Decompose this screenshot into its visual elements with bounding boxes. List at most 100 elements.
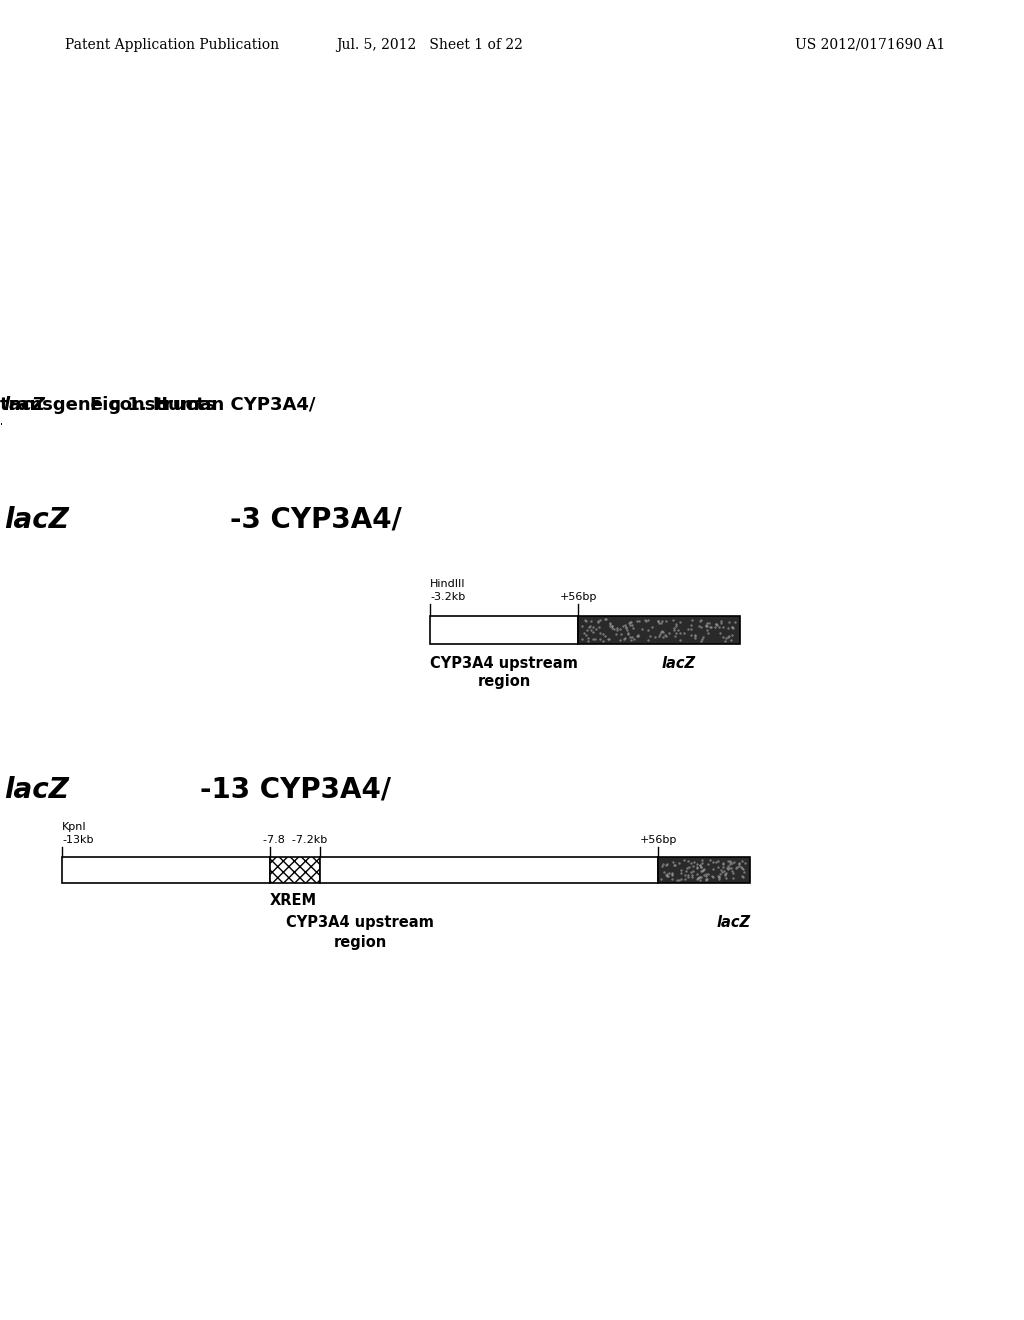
Point	[665, 851, 681, 873]
Point	[722, 850, 738, 871]
Point	[664, 863, 680, 884]
Point	[612, 630, 629, 651]
Point	[634, 618, 650, 639]
Text: HindIII: HindIII	[430, 579, 466, 589]
Point	[656, 861, 673, 882]
Point	[678, 861, 694, 882]
Bar	[62, 857, 270, 883]
Point	[617, 627, 634, 648]
Point	[597, 609, 613, 630]
Point	[580, 631, 596, 652]
Point	[708, 616, 724, 638]
Text: lacZ: lacZ	[662, 656, 696, 671]
Point	[721, 853, 737, 874]
Point	[698, 614, 715, 635]
Point	[689, 867, 706, 888]
Point	[666, 610, 682, 631]
Point	[690, 615, 707, 636]
Point	[650, 610, 667, 631]
Point	[692, 870, 709, 891]
Point	[720, 618, 736, 639]
Point	[621, 623, 637, 644]
Point	[607, 623, 624, 644]
Point	[652, 623, 669, 644]
Point	[736, 862, 753, 883]
Point	[697, 869, 714, 890]
Point	[698, 612, 715, 634]
Point	[665, 862, 681, 883]
Point	[711, 869, 727, 890]
Point	[692, 861, 709, 882]
Point	[691, 854, 708, 875]
Point	[616, 628, 633, 649]
Point	[711, 866, 727, 887]
Point	[640, 630, 656, 651]
Point	[723, 630, 739, 651]
Point	[721, 626, 737, 647]
Point	[692, 855, 709, 876]
Point	[618, 616, 635, 638]
Point	[591, 616, 607, 638]
Point	[689, 853, 706, 874]
Point	[573, 628, 590, 649]
Point	[709, 614, 725, 635]
Point	[713, 611, 729, 632]
Point	[720, 855, 736, 876]
Point	[700, 612, 717, 634]
Point	[583, 610, 599, 631]
Point	[585, 622, 601, 643]
Point	[698, 615, 715, 636]
Point	[592, 622, 608, 643]
Point	[710, 851, 726, 873]
Point	[687, 624, 703, 645]
Text: lacZ: lacZ	[717, 915, 751, 931]
Point	[601, 612, 617, 634]
Point	[592, 610, 608, 631]
Point	[654, 626, 671, 647]
Point	[631, 610, 647, 631]
Point	[618, 618, 635, 639]
Point	[726, 851, 742, 873]
Point	[665, 869, 681, 890]
Point	[715, 853, 731, 874]
Point	[630, 626, 646, 647]
Point	[699, 854, 716, 875]
Point	[724, 616, 740, 638]
Text: transgene constructs: transgene constructs	[0, 396, 216, 414]
Point	[692, 857, 709, 878]
Point	[681, 857, 697, 878]
Point	[724, 616, 740, 638]
Point	[715, 616, 731, 638]
Point	[625, 618, 641, 639]
Point	[606, 619, 623, 640]
Text: US 2012/0171690 A1: US 2012/0171690 A1	[795, 38, 945, 51]
Point	[673, 869, 689, 890]
Point	[672, 611, 688, 632]
Text: -3.2kb: -3.2kb	[430, 591, 465, 602]
Point	[691, 866, 708, 887]
Point	[719, 858, 735, 879]
Text: XREM: XREM	[270, 894, 317, 908]
Point	[683, 614, 699, 635]
Text: +56bp: +56bp	[639, 836, 677, 845]
Point	[731, 855, 748, 876]
Point	[603, 616, 620, 638]
Point	[733, 850, 750, 871]
Point	[667, 626, 683, 647]
Point	[680, 850, 696, 871]
Point	[669, 615, 685, 636]
Point	[644, 616, 660, 638]
Point	[622, 626, 638, 647]
Point	[657, 624, 674, 645]
Point	[677, 869, 693, 890]
Point	[684, 610, 700, 631]
Point	[671, 853, 687, 874]
Point	[723, 861, 739, 882]
Point	[731, 851, 748, 873]
Point	[604, 615, 621, 636]
Point	[671, 869, 687, 890]
Point	[725, 863, 741, 884]
Point	[672, 622, 688, 643]
Point	[669, 869, 685, 890]
Point	[685, 855, 701, 876]
